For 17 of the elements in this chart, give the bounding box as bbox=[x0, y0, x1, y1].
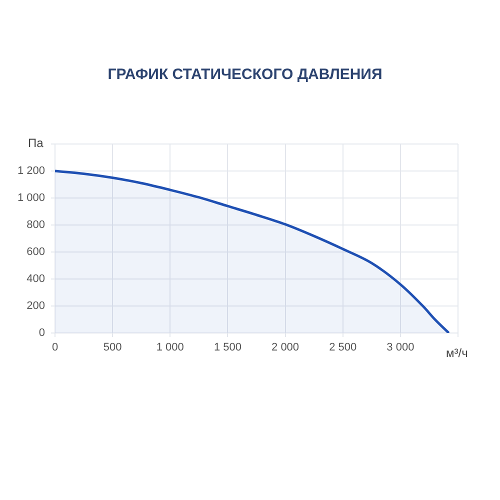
x-tick-label: 2 500 bbox=[329, 342, 357, 354]
x-tick-label: 0 bbox=[52, 342, 58, 354]
x-tick-label: 500 bbox=[103, 342, 122, 354]
x-tick-label: 1 000 bbox=[156, 342, 184, 354]
y-tick-label: 400 bbox=[26, 273, 45, 286]
y-tick-label: 800 bbox=[26, 219, 45, 232]
x-axis-title: м³/ч bbox=[446, 346, 468, 360]
x-tick-label: 1 500 bbox=[214, 342, 242, 354]
y-axis-title: Па bbox=[28, 136, 44, 150]
chart-title: ГРАФИК СТАТИЧЕСКОГО ДАВЛЕНИЯ bbox=[106, 66, 384, 83]
x-tick-label: 2 000 bbox=[272, 342, 300, 354]
y-tick-label: 1 000 bbox=[17, 192, 45, 204]
y-tick-label: 200 bbox=[26, 300, 45, 312]
x-tick-label: 3 000 bbox=[386, 342, 414, 354]
y-tick-label: 600 bbox=[26, 246, 45, 258]
y-tick-label: 1 200 bbox=[17, 165, 45, 178]
y-tick-label: 0 bbox=[38, 327, 45, 340]
